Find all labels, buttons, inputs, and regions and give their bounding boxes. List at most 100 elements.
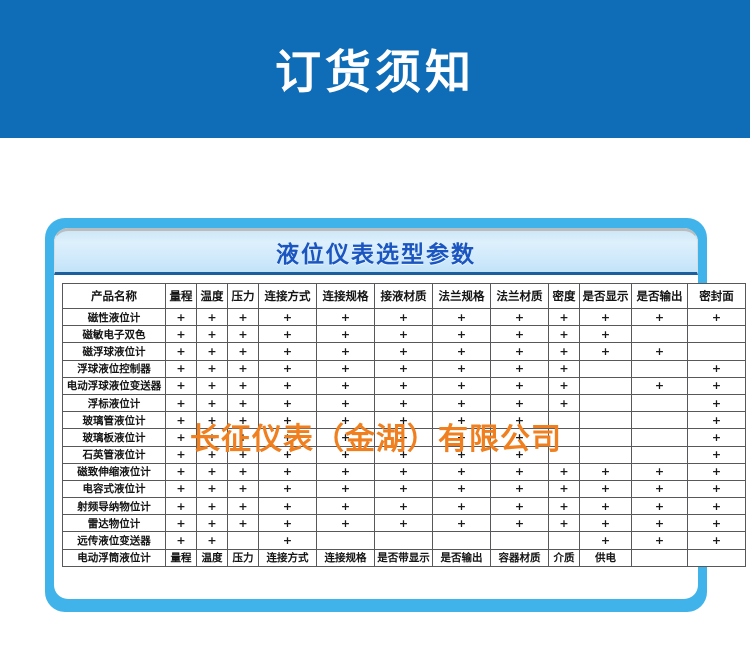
cell-r7-c0: + xyxy=(165,428,197,447)
cell-r14-c8: 介质 xyxy=(548,548,580,567)
cell-r12-c9: + xyxy=(579,514,632,533)
cell-r4-c1: + xyxy=(196,376,228,395)
cell-r14-c6: 是否输出 xyxy=(432,548,491,567)
table-row: 磁致伸缩液位计 + + + + + + + + + + + + xyxy=(62,462,746,481)
column-header-8: 法兰材质 xyxy=(490,283,549,309)
cell-r0-c9: + xyxy=(579,307,632,327)
cell-r4-c7: + xyxy=(490,376,549,395)
cell-r13-c11: + xyxy=(687,531,746,550)
cell-r13-c9: + xyxy=(579,531,632,550)
column-header-11: 是否输出 xyxy=(631,283,688,309)
product-name: 玻璃管液位计 xyxy=(62,411,166,430)
table-row: 雷达物位计 + + + + + + + + + + + + xyxy=(62,514,746,533)
cell-r13-c3: + xyxy=(258,531,317,550)
spec-table-wrap: 产品名称 量程 温度 压力 连接方式 连接规格 接液材质 法兰规格 法兰材质 密度 是否显示 是否输出… xyxy=(54,275,746,567)
cell-r10-c11: + xyxy=(687,479,746,499)
cell-r10-c10: + xyxy=(631,479,688,499)
cell-r4-c5: + xyxy=(374,376,433,395)
column-header-0: 产品名称 xyxy=(62,283,166,309)
cell-r14-c2: 压力 xyxy=(227,548,259,567)
cell-r10-c8: + xyxy=(548,479,580,499)
product-name: 远传液位变送器 xyxy=(62,531,166,550)
cell-r6-c5: + xyxy=(374,411,433,430)
cell-r6-c3: + xyxy=(258,411,317,430)
spec-panel-title: 液位仪表选型参数 xyxy=(276,241,476,268)
cell-r1-c5: + xyxy=(374,325,433,344)
cell-r8-c7: + xyxy=(490,445,549,464)
cell-r9-c4: + xyxy=(316,462,375,481)
cell-r3-c2: + xyxy=(227,359,259,378)
cell-r1-c10 xyxy=(631,325,688,344)
cell-r11-c11: + xyxy=(687,497,746,516)
cell-r1-c11 xyxy=(687,325,746,344)
cell-r2-c0: + xyxy=(165,342,197,361)
cell-r2-c6: + xyxy=(432,342,491,361)
product-name: 浮标液位计 xyxy=(62,393,166,413)
table-row: 玻璃管液位计 + + + + + + + + + xyxy=(62,411,746,430)
page-title: 订货须知 xyxy=(275,45,475,99)
cell-r1-c1: + xyxy=(196,325,228,344)
cell-r8-c5: + xyxy=(374,445,433,464)
header-row: 产品名称 量程 温度 压力 连接方式 连接规格 接液材质 法兰规格 法兰材质 密度 是否显示 是否输出… xyxy=(62,283,746,309)
header-banner: 订货须知 xyxy=(0,0,750,138)
cell-r13-c2 xyxy=(227,531,259,550)
cell-r12-c10: + xyxy=(631,514,688,533)
cell-r5-c0: + xyxy=(165,393,197,413)
table-row: 射频导纳物位计 + + + + + + + + + + + + xyxy=(62,497,746,516)
cell-r0-c10: + xyxy=(631,307,688,327)
cell-r11-c5: + xyxy=(374,497,433,516)
cell-r2-c10: + xyxy=(631,342,688,361)
product-name: 磁敏电子双色 xyxy=(62,325,166,344)
cell-r2-c4: + xyxy=(316,342,375,361)
cell-r12-c3: + xyxy=(258,514,317,533)
column-header-3: 压力 xyxy=(227,283,259,309)
cell-r13-c0: + xyxy=(165,531,197,550)
spec-table: 产品名称 量程 温度 压力 连接方式 连接规格 接液材质 法兰规格 法兰材质 密度 是否显示 是否输出… xyxy=(62,283,746,567)
cell-r1-c4: + xyxy=(316,325,375,344)
cell-r12-c4: + xyxy=(316,514,375,533)
cell-r6-c11: + xyxy=(687,411,746,430)
cell-r5-c3: + xyxy=(258,393,317,413)
column-header-6: 接液材质 xyxy=(374,283,433,309)
cell-r5-c4: + xyxy=(316,393,375,413)
cell-r13-c8 xyxy=(548,531,580,550)
spec-table-head: 产品名称 量程 温度 压力 连接方式 连接规格 接液材质 法兰规格 法兰材质 密度 是否显示 是否输出… xyxy=(62,283,746,309)
product-name: 石英管液位计 xyxy=(62,445,166,464)
cell-r6-c0: + xyxy=(165,411,197,430)
cell-r8-c2: + xyxy=(227,445,259,464)
cell-r12-c6: + xyxy=(432,514,491,533)
cell-r13-c1: + xyxy=(196,531,228,550)
cell-r2-c7: + xyxy=(490,342,549,361)
cell-r12-c8: + xyxy=(548,514,580,533)
cell-r4-c6: + xyxy=(432,376,491,395)
product-name: 磁致伸缩液位计 xyxy=(62,462,166,481)
cell-r4-c11: + xyxy=(687,376,746,395)
table-row: 石英管液位计 + + + + + + + + + xyxy=(62,445,746,464)
cell-r9-c0: + xyxy=(165,462,197,481)
table-row: 磁敏电子双色 + + + + + + + + + + xyxy=(62,325,746,344)
cell-r1-c8: + xyxy=(548,325,580,344)
cell-r9-c11: + xyxy=(687,462,746,481)
table-row: 玻璃板液位计 + + + + + + + + + xyxy=(62,428,746,447)
table-row: 远传液位变送器 + + + + + + xyxy=(62,531,746,550)
cell-r8-c3: + xyxy=(258,445,317,464)
cell-r3-c1: + xyxy=(196,359,228,378)
cell-r9-c8: + xyxy=(548,462,580,481)
cell-r13-c6 xyxy=(432,531,491,550)
cell-r9-c1: + xyxy=(196,462,228,481)
cell-r2-c11 xyxy=(687,342,746,361)
table-row: 浮标液位计 + + + + + + + + + + xyxy=(62,393,746,413)
cell-r7-c8 xyxy=(548,428,580,447)
cell-r1-c9: + xyxy=(579,325,632,344)
cell-r3-c7: + xyxy=(490,359,549,378)
cell-r5-c7: + xyxy=(490,393,549,413)
cell-r8-c0: + xyxy=(165,445,197,464)
cell-r10-c1: + xyxy=(196,479,228,499)
cell-r1-c0: + xyxy=(165,325,197,344)
cell-r11-c6: + xyxy=(432,497,491,516)
cell-r12-c1: + xyxy=(196,514,228,533)
cell-r13-c4 xyxy=(316,531,375,550)
cell-r10-c3: + xyxy=(258,479,317,499)
spec-panel-inner: 液位仪表选型参数 产品名称 量程 温度 压力 连接方式 连接规格 接液材质 法兰规格 法兰材质密… xyxy=(54,228,746,599)
cell-r3-c0: + xyxy=(165,359,197,378)
